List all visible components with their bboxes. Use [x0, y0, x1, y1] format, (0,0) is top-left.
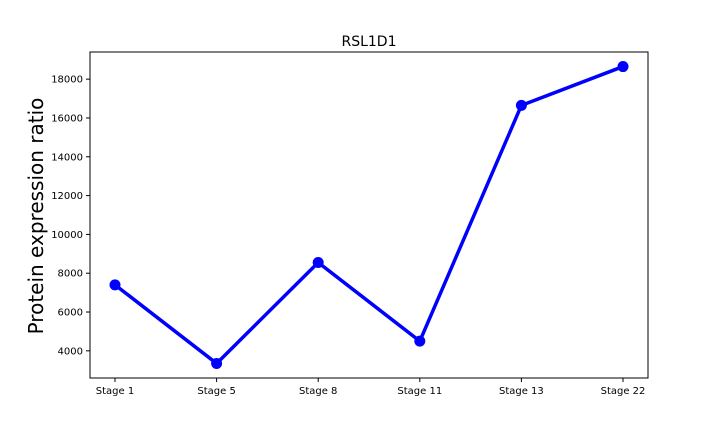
x-axis: Stage 1 Stage 5 Stage 8 Stage 11 Stage 13 Sta…: [96, 378, 646, 397]
x-tick-label: Stage 11: [397, 386, 442, 397]
y-axis-label: Protein expression ratio: [24, 98, 48, 335]
data-point: [109, 279, 121, 291]
series-line: [113, 64, 624, 366]
y-tick-label: 8000: [58, 269, 83, 280]
data-series: [109, 61, 629, 369]
data-point: [312, 257, 324, 269]
data-point: [515, 99, 527, 111]
data-point: [414, 335, 426, 347]
data-point: [617, 61, 629, 73]
y-tick-label: 16000: [51, 113, 83, 124]
x-tick-label: Stage 1: [96, 386, 134, 397]
x-tick-label: Stage 13: [499, 386, 544, 397]
chart-title: RSL1D1: [341, 34, 396, 50]
y-axis: 4000 6000 8000 10000 12000 14000 16000 18000: [51, 75, 90, 357]
y-tick-label: 12000: [51, 191, 83, 202]
y-tick-label: 4000: [58, 346, 83, 357]
y-tick-label: 14000: [51, 152, 83, 163]
plot-frame: [89, 51, 649, 379]
y-tick-label: 10000: [51, 230, 83, 241]
x-tick-label: Stage 22: [601, 386, 646, 397]
data-point: [211, 357, 223, 369]
y-tick-label: 18000: [51, 75, 83, 86]
y-tick-label: 6000: [58, 308, 83, 319]
x-tick-label: Stage 8: [299, 386, 337, 397]
x-tick-label: Stage 5: [197, 386, 235, 397]
